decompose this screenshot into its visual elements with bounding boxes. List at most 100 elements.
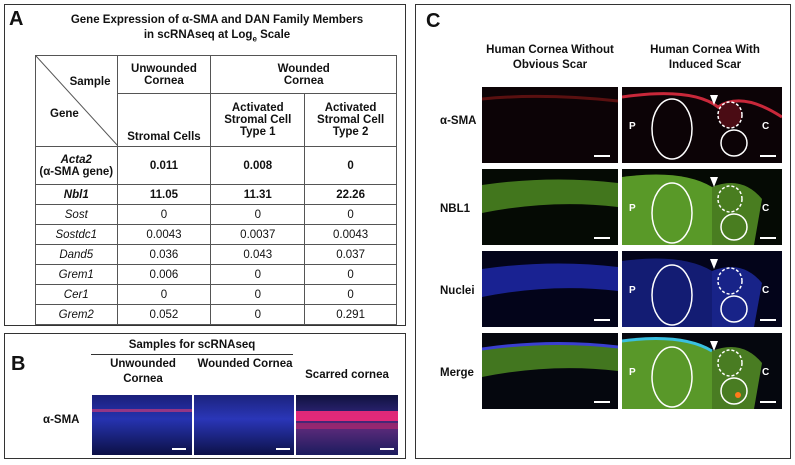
panel-a-title: Gene Expression of α-SMA and DAN Family … xyxy=(37,13,397,46)
table-row: Cer1 0 0 0 xyxy=(35,284,397,305)
gene-note: (α-SMA gene) xyxy=(39,165,114,178)
scale-bar xyxy=(760,319,776,321)
marker-p: P xyxy=(629,285,636,296)
value-cell: 22.26 xyxy=(304,184,397,205)
scale-bar xyxy=(594,319,610,321)
panel-b-header-underline xyxy=(91,354,293,355)
gene-expression-table: Sample Gene Unwounded Cornea Wounded Cor… xyxy=(35,54,397,325)
micrograph-no-scar-merge xyxy=(482,333,618,409)
table-row: Grem1 0.006 0 0 xyxy=(35,264,397,285)
micrograph-scar-nbl1: P C xyxy=(622,169,782,245)
marker-p: P xyxy=(629,367,636,378)
value-cell: 0 xyxy=(304,284,397,305)
micrograph-unwounded xyxy=(92,395,192,455)
gene-cell: Grem2 xyxy=(35,304,118,325)
table-corner-cell: Sample Gene xyxy=(35,55,118,147)
marker-c: C xyxy=(762,203,770,214)
col-wounded-header: Wounded Cornea xyxy=(210,54,397,95)
gene-cell: Dand5 xyxy=(35,244,118,265)
table-row: Nbl1 11.05 11.31 22.26 xyxy=(35,184,397,205)
micrograph-scar-asma: P C xyxy=(622,87,782,163)
panel-c-col-no-scar: Human Cornea Without Obvious Scar xyxy=(486,44,614,71)
corner-gene-label: Gene xyxy=(50,108,79,120)
scale-bar xyxy=(594,401,610,403)
panel-c-row-label: Merge xyxy=(440,367,474,379)
scale-bar xyxy=(760,155,776,157)
value-cell: 0.037 xyxy=(304,244,397,265)
table-row: Grem2 0.052 0 0.291 xyxy=(35,304,397,325)
panel-b: B Samples for scRNAseq Unwounded Cornea … xyxy=(4,333,406,459)
scale-bar xyxy=(172,448,186,450)
marker-c: C xyxy=(762,121,770,132)
table-row: Sost 0 0 0 xyxy=(35,204,397,225)
panel-b-col-unwounded: Unwounded Cornea xyxy=(110,358,176,385)
gene-cell: Acta2 (α-SMA gene) xyxy=(35,146,118,185)
gene-cell: Sost xyxy=(35,204,118,225)
micrograph-scar-nuclei: P C xyxy=(622,251,782,327)
scale-bar xyxy=(380,448,394,450)
col-unwounded-header: Unwounded Cornea xyxy=(116,54,212,95)
value-cell: 0 xyxy=(210,204,306,225)
marker-p: P xyxy=(629,121,636,132)
corner-diagonal xyxy=(36,56,118,146)
panel-c-label: C xyxy=(426,10,441,32)
scale-bar xyxy=(760,237,776,239)
micrograph-no-scar-nuclei xyxy=(482,251,618,327)
value-cell: 0.0043 xyxy=(304,224,397,245)
marker-c: C xyxy=(762,367,770,378)
panel-a-title-line2: in scRNAseq at Loge Scale xyxy=(37,28,397,46)
value-cell: 0.036 xyxy=(116,244,212,265)
micrograph-wounded xyxy=(194,395,294,455)
panel-b-row-label: α-SMA xyxy=(43,414,80,426)
panel-a-label: A xyxy=(9,8,24,30)
panel-c-row-label: Nuclei xyxy=(440,285,475,297)
value-cell: 0.011 xyxy=(116,146,212,185)
scale-bar xyxy=(760,401,776,403)
marker-p: P xyxy=(629,203,636,214)
panel-b-col-wounded: Wounded Cornea xyxy=(197,358,293,370)
micrograph-no-scar-asma xyxy=(482,87,618,163)
value-cell: 0 xyxy=(210,304,306,325)
panel-c-row-label: NBL1 xyxy=(440,203,471,215)
micrograph-scar-merge: P C xyxy=(622,333,782,409)
sub-type1-header: Activated Stromal Cell Type 1 xyxy=(210,93,306,147)
value-cell: 0 xyxy=(304,204,397,225)
value-cell: 0 xyxy=(304,264,397,285)
scale-bar xyxy=(276,448,290,450)
micrograph-scarred xyxy=(296,395,398,455)
gene-cell: Sostdc1 xyxy=(35,224,118,245)
micrograph-no-scar-nbl1 xyxy=(482,169,618,245)
panel-a-title-line1: Gene Expression of α-SMA and DAN Family … xyxy=(70,14,364,26)
value-cell: 0.0043 xyxy=(116,224,212,245)
table-row: Acta2 (α-SMA gene) 0.011 0.008 0 xyxy=(35,146,397,185)
value-cell: 0.052 xyxy=(116,304,212,325)
value-cell: 11.31 xyxy=(210,184,306,205)
gene-cell: Grem1 xyxy=(35,264,118,285)
panel-b-col-scarred: Scarred cornea xyxy=(305,369,389,381)
gene-name: Acta2 xyxy=(60,153,92,166)
title-line2-prefix: in scRNAseq at Log xyxy=(143,29,253,41)
value-cell: 0.291 xyxy=(304,304,397,325)
value-cell: 0 xyxy=(116,284,212,305)
panel-b-label: B xyxy=(11,353,26,375)
value-cell: 11.05 xyxy=(116,184,212,205)
panel-b-header: Samples for scRNAseq xyxy=(128,339,256,351)
panel-c-row-label: α-SMA xyxy=(440,115,477,127)
sub-stromal-header: Stromal Cells xyxy=(116,93,212,147)
panel-a: A Gene Expression of α-SMA and DAN Famil… xyxy=(4,4,406,326)
scale-bar xyxy=(594,237,610,239)
table-row: Sostdc1 0.0043 0.0037 0.0043 xyxy=(35,224,397,245)
marker-c: C xyxy=(762,285,770,296)
gene-cell: Cer1 xyxy=(35,284,118,305)
value-cell: 0.0037 xyxy=(210,224,306,245)
value-cell: 0 xyxy=(304,146,397,185)
panel-c: C Human Cornea Without Obvious Scar Huma… xyxy=(415,4,791,459)
value-cell: 0.006 xyxy=(116,264,212,285)
panel-c-col-scar: Human Cornea With Induced Scar xyxy=(650,44,760,71)
corner-sample-label: Sample xyxy=(69,76,111,88)
value-cell: 0 xyxy=(210,284,306,305)
table-row: Dand5 0.036 0.043 0.037 xyxy=(35,244,397,265)
title-line2-sub: e xyxy=(252,34,257,44)
title-line2-suffix: Scale xyxy=(256,29,291,41)
value-cell: 0 xyxy=(210,264,306,285)
